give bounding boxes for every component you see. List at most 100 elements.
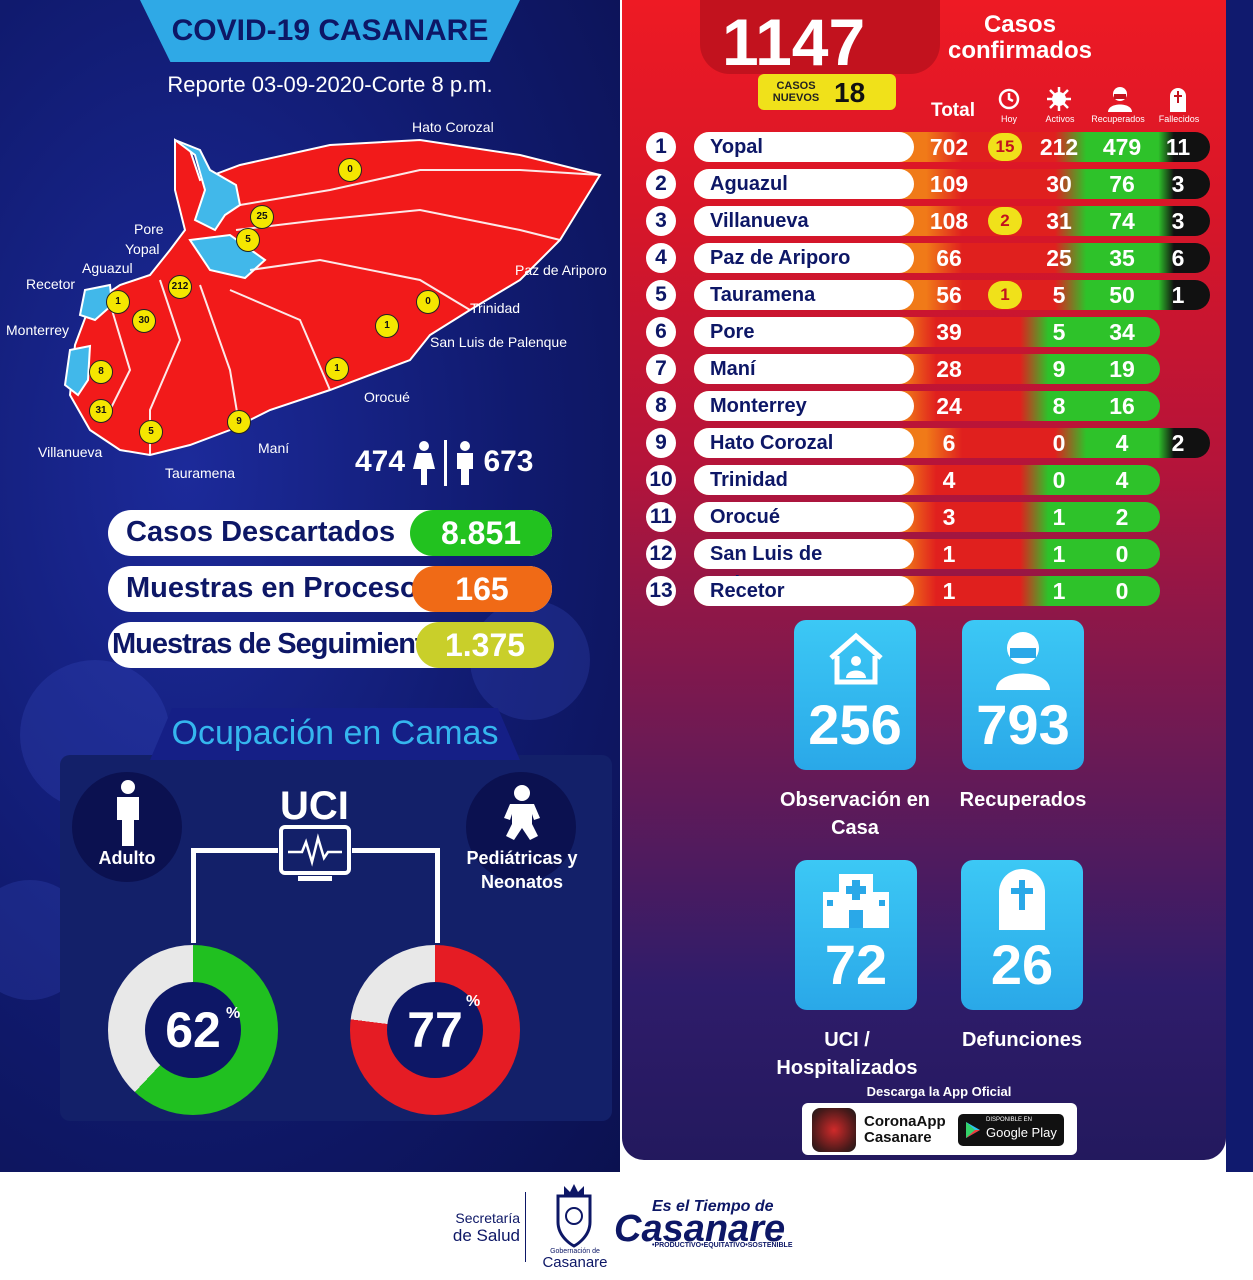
row-number: 4: [646, 243, 676, 273]
row-number: 9: [646, 428, 676, 458]
cell-fallecidos: 2: [1171, 430, 1185, 456]
connector-line: [191, 848, 278, 853]
row-name: Yopal: [694, 132, 914, 162]
adult-donut-center: 62: [145, 982, 241, 1078]
cell-recuperados: 2: [1115, 504, 1129, 530]
map-badge: 25: [250, 205, 274, 229]
col-hoy: Hoy: [1000, 114, 1017, 124]
map-label: Maní: [258, 440, 290, 456]
cell-total: 24: [936, 393, 962, 419]
map-badge: 5: [139, 420, 163, 444]
row-name: San Luis de Palenque: [694, 539, 914, 595]
card-label: Recuperados: [959, 789, 1087, 811]
cell-hoy: 15: [988, 133, 1022, 161]
discarded-label: Casos Descartados: [126, 516, 396, 548]
cell-total: 1: [942, 578, 956, 604]
map-badge: 30: [132, 309, 156, 333]
cell-recuperados: 0: [1115, 578, 1129, 604]
cell-recuperados: 16: [1109, 393, 1135, 419]
map-badge: 9: [227, 410, 251, 434]
cell-activos: 30: [1046, 171, 1072, 197]
cell-total: 108: [929, 208, 969, 234]
confirmed-label: Casos confirmados: [947, 11, 1093, 64]
map-label: Villanueva: [38, 444, 103, 460]
row-number: 13: [646, 576, 676, 606]
cell-activos: 8: [1052, 393, 1066, 419]
row-name: Recetor: [694, 576, 914, 606]
card-label: Defunciones: [961, 1029, 1083, 1051]
cell-activos: 212: [1039, 134, 1079, 160]
cell-total: 66: [936, 245, 962, 271]
followup-label: Muestras de Seguimiento: [112, 628, 441, 660]
row-name: Paz de Ariporo: [694, 243, 914, 273]
gobernacion-small: Gobernación de: [550, 1248, 600, 1255]
footer-separator: [525, 1192, 526, 1262]
map-label: Trinidad: [470, 300, 521, 316]
col-total: Total: [931, 100, 975, 121]
app-name: CoronaApp Casanare: [864, 1114, 946, 1146]
ped-donut-wrap: 77 %: [350, 945, 520, 1115]
tombstone-icon: [999, 869, 1045, 930]
row-name: Aguazul: [694, 169, 914, 199]
cell-activos: 9: [1052, 356, 1066, 382]
row-number: 7: [646, 354, 676, 384]
row-name: Monterrey: [694, 391, 914, 421]
cell-recuperados: 74: [1109, 208, 1135, 234]
connector-line: [435, 848, 440, 943]
cell-total: 4: [942, 467, 956, 493]
new-cases-value: 18: [834, 77, 866, 108]
map-label: Paz de Ariporo: [515, 262, 607, 278]
cell-total: 1: [942, 541, 956, 567]
adult-donut: 62: [108, 945, 278, 1115]
cell-fallecidos: 1: [1171, 282, 1185, 308]
beds-tab: [150, 708, 520, 760]
gobernacion-label: Casanare: [542, 1254, 608, 1271]
card-label: UCI / Hospitalizados: [776, 1029, 918, 1079]
baby-icon: [504, 785, 540, 840]
card-value: 72: [824, 933, 888, 996]
cell-recuperados: 479: [1102, 134, 1142, 160]
store-small: DISPONIBLE EN: [986, 1117, 1033, 1123]
cell-activos: 25: [1046, 245, 1072, 271]
google-play-button[interactable]: DISPONIBLE EN Google Play: [958, 1114, 1064, 1146]
map-badge: 212: [168, 275, 192, 299]
ped-pct-sign: %: [466, 993, 481, 1010]
cell-total: 28: [936, 356, 962, 382]
male-icon: [457, 441, 474, 485]
female-icon: [413, 441, 436, 485]
col-activos: Activos: [1045, 114, 1075, 124]
virus-icon: [1047, 87, 1071, 111]
map-label: Tauramena: [165, 465, 236, 481]
map-label: Monterrey: [6, 322, 70, 338]
map-badge: 0: [416, 290, 440, 314]
cell-fallecidos: 6: [1171, 245, 1185, 271]
cell-activos: 1: [1052, 578, 1066, 604]
map-badge: 1: [325, 357, 349, 381]
beds-title: Ocupación en Camas: [171, 714, 499, 752]
title-tab: [140, 0, 520, 62]
new-cases-tab: [758, 74, 896, 110]
cell-activos: 0: [1052, 430, 1066, 456]
card-value: 256: [808, 693, 902, 756]
cell-recuperados: 4: [1115, 430, 1129, 456]
map-badge: 5: [236, 228, 260, 252]
map-label: Aguazul: [82, 260, 133, 276]
map-badge: 8: [89, 360, 113, 384]
slogan-small: •PRODUCTIVO•EQUITATIVO•SOSTENIBLE: [652, 1242, 793, 1249]
app-name-line2: Casanare: [864, 1129, 932, 1146]
download-label: Descarga la App Oficial: [866, 1084, 1012, 1099]
cell-fallecidos: 3: [1171, 208, 1185, 234]
map-label: Orocué: [364, 389, 410, 405]
casanare-map: [63, 138, 602, 457]
cell-total: 6: [942, 430, 956, 456]
cell-total: 702: [929, 134, 969, 160]
row-name: Orocué: [694, 502, 914, 532]
count-tab: [700, 0, 940, 74]
connector-line: [352, 848, 440, 853]
cell-fallecidos: 3: [1171, 171, 1185, 197]
row-number: 3: [646, 206, 676, 236]
tombstone-icon: [1170, 88, 1186, 112]
card-defunciones: 26: [961, 860, 1083, 1010]
row-number: 10: [646, 465, 676, 495]
cell-activos: 5: [1052, 319, 1066, 345]
